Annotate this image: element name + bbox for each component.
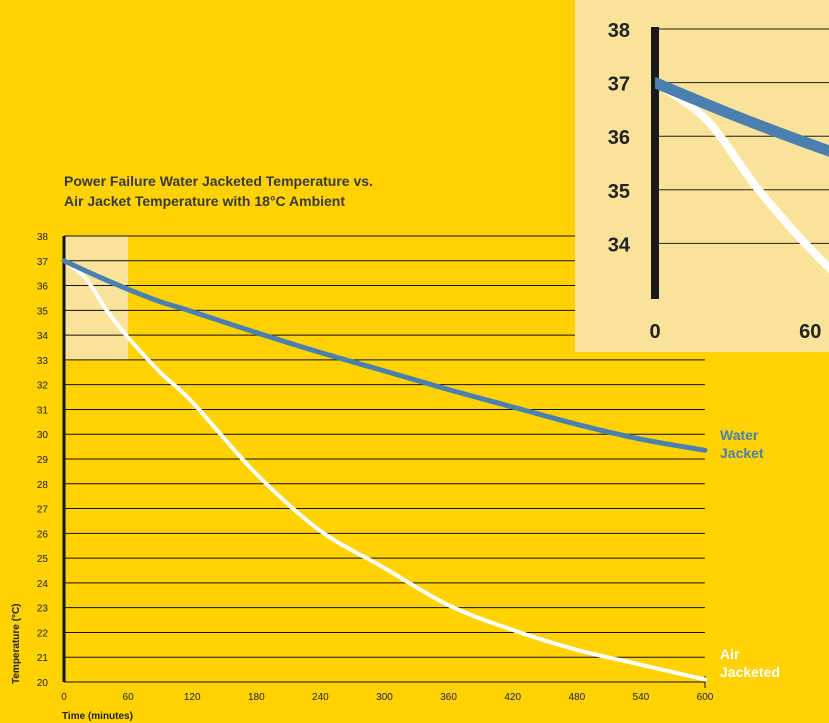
x-tick-label: 240 — [312, 692, 329, 703]
y-tick-label: 37 — [37, 257, 49, 268]
inset-y-tick-label: 36 — [608, 127, 630, 149]
x-tick-label: 420 — [504, 692, 521, 703]
x-tick-label: 540 — [633, 692, 650, 703]
inset-grid-lines — [655, 28, 829, 244]
y-tick-label: 23 — [37, 604, 49, 615]
inset-y-tick-label: 37 — [608, 74, 630, 96]
x-tick-label: 600 — [697, 692, 714, 703]
y-tick-label: 24 — [37, 579, 49, 590]
x-tick-label: 120 — [184, 692, 201, 703]
inset-y-tick-label: 38 — [608, 20, 630, 42]
highlight-region — [64, 236, 129, 360]
chart-title-line-2: Air Jacket Temperature with 18°C Ambient — [64, 193, 345, 209]
y-tick-label: 29 — [37, 455, 49, 466]
y-tick-label: 36 — [37, 282, 49, 293]
x-tick-label: 180 — [248, 692, 265, 703]
y-tick-label: 38 — [37, 232, 49, 243]
y-axis-label: Temperature (°C) — [11, 604, 22, 685]
x-tick-labels: 0 60 120 180 240 300 360 420 480 540 600 — [61, 692, 714, 703]
x-tick-label: 480 — [568, 692, 585, 703]
y-tick-labels: 20 21 22 23 24 25 26 27 28 29 30 31 32 33 34 35 36 37 38 — [37, 232, 49, 689]
inset-x-tick-label: 0 — [649, 321, 660, 343]
y-tick-label: 20 — [37, 678, 49, 689]
series-label-air-2: Jacketed — [720, 664, 780, 680]
series-lines — [61, 258, 708, 682]
inset-zoom-panel: 34 35 36 37 38 0 60 — [575, 0, 829, 352]
inset-y-tick-label: 34 — [608, 234, 631, 256]
inset-x-tick-labels: 0 60 — [649, 321, 821, 343]
inset-y-axis — [651, 27, 659, 299]
y-tick-label: 34 — [37, 331, 49, 342]
x-tick-label: 60 — [123, 692, 135, 703]
y-tick-label: 25 — [37, 554, 49, 565]
inset-y-tick-labels: 34 35 36 37 38 — [608, 20, 631, 256]
inset-series-lines — [655, 77, 829, 274]
series-label-water-1: Water — [720, 427, 759, 443]
series-line-water-jacket — [61, 258, 708, 453]
inset-y-tick-label: 35 — [608, 181, 630, 203]
y-tick-label: 32 — [37, 381, 49, 392]
x-axis-label: Time (minutes) — [62, 711, 133, 722]
y-tick-label: 30 — [37, 430, 49, 441]
inset-series-line-air-jacketed — [655, 78, 829, 274]
y-tick-label: 21 — [37, 653, 49, 664]
x-tick-label: 0 — [61, 692, 67, 703]
series-line-air-jacketed — [62, 258, 707, 682]
chart-title-line-1: Power Failure Water Jacketed Temperature… — [64, 173, 373, 189]
inset-x-tick-label: 60 — [799, 321, 821, 343]
y-tick-label: 35 — [37, 306, 49, 317]
x-tick-label: 300 — [376, 692, 393, 703]
x-tick-label: 360 — [440, 692, 457, 703]
y-tick-label: 22 — [37, 628, 49, 639]
inset-background — [575, 0, 829, 352]
y-tick-label: 33 — [37, 356, 49, 367]
series-label-air-1: Air — [720, 646, 740, 662]
y-tick-label: 26 — [37, 529, 49, 540]
y-tick-label: 28 — [37, 480, 49, 491]
inset-series-line-water-jacket — [655, 77, 829, 157]
grid-lines — [64, 235, 705, 683]
series-label-water-2: Jacket — [720, 445, 764, 461]
y-tick-label: 31 — [37, 405, 49, 416]
y-tick-label: 27 — [37, 505, 49, 516]
